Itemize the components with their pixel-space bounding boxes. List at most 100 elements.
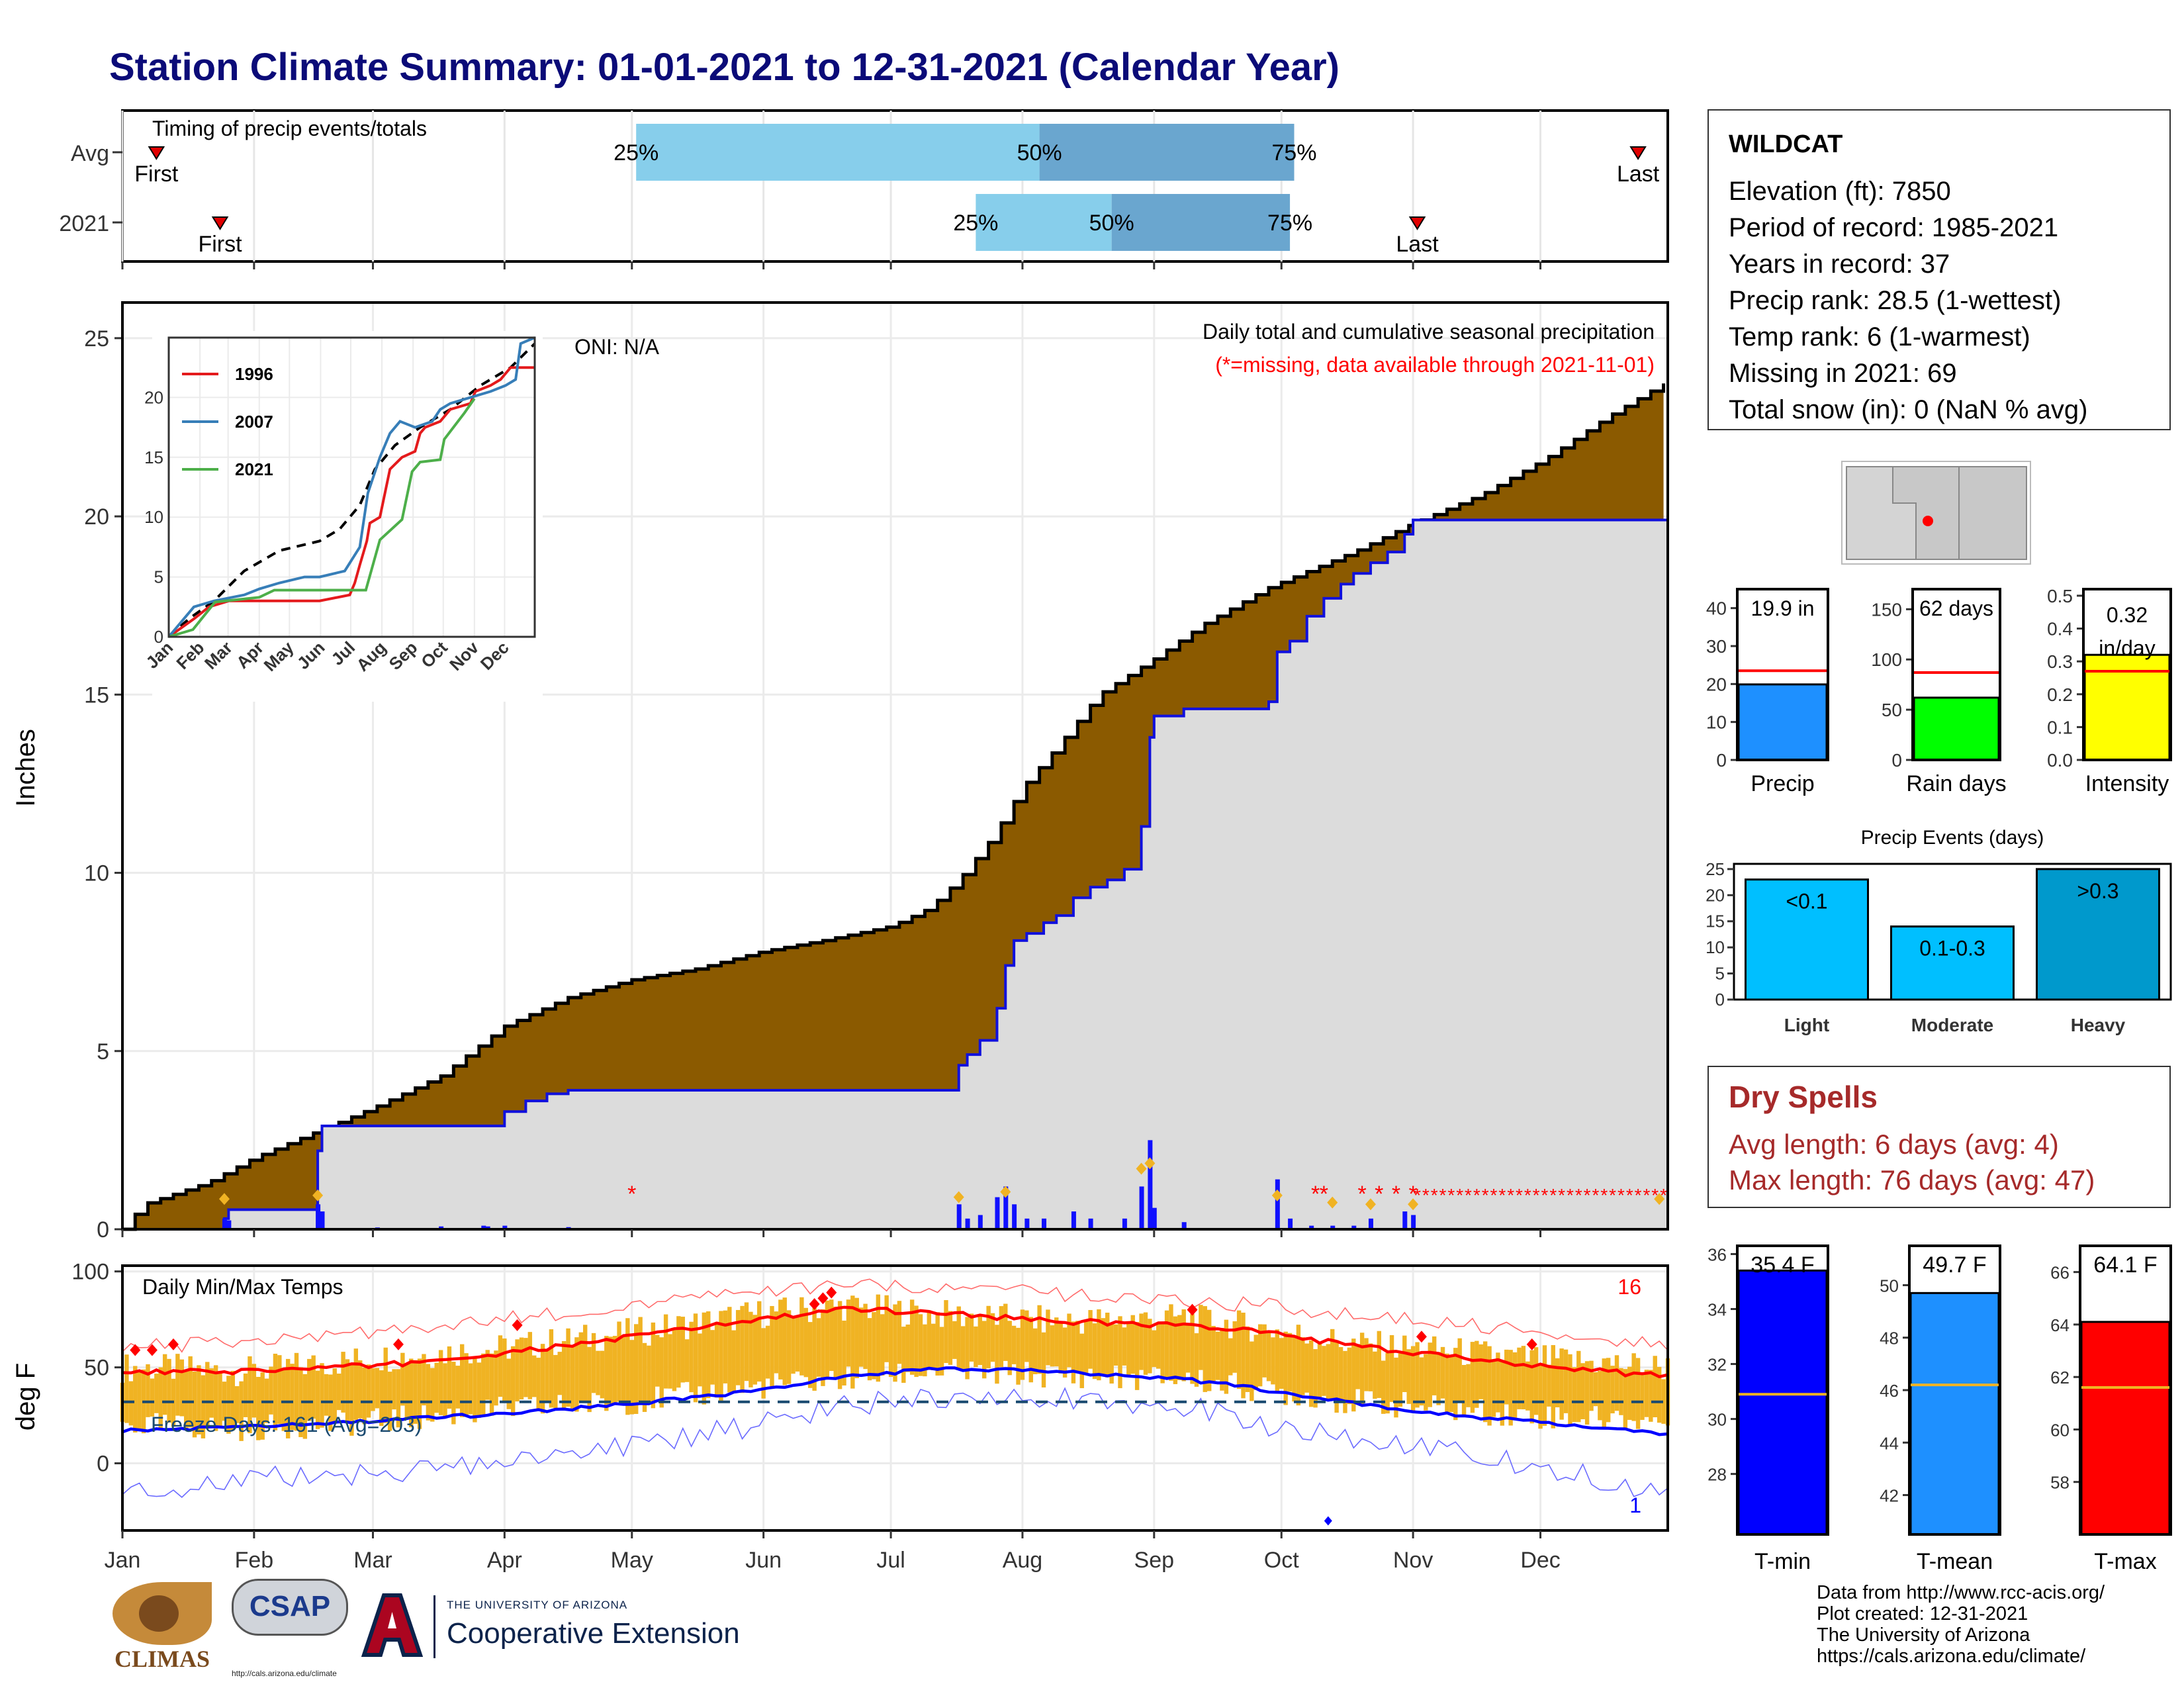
- rain-days-y-tick-label: 50: [1882, 700, 1902, 720]
- daily-temp-bar: [1181, 1309, 1186, 1382]
- rain-days-y-tick-label: 150: [1871, 599, 1902, 620]
- daily-temp-bar: [1635, 1358, 1641, 1429]
- missing-day-marker: *: [1567, 1185, 1574, 1205]
- daily-temp-bar: [778, 1299, 783, 1380]
- daily-temp-bar: [600, 1350, 605, 1399]
- daily-temp-bar: [1032, 1328, 1038, 1374]
- daily-temp-bar: [1071, 1321, 1076, 1383]
- daily-temp-bar: [1109, 1323, 1114, 1384]
- events-bar-heavy: [2036, 868, 2160, 1001]
- missing-day-marker: *: [1358, 1182, 1367, 1207]
- daily-temp-bar: [1377, 1331, 1381, 1398]
- daily-temp-bar: [591, 1333, 596, 1393]
- rain-days-y-tick-label: 0: [1891, 750, 1902, 771]
- daily-temp-bar: [124, 1354, 129, 1423]
- daily-temp-bar: [825, 1300, 830, 1379]
- daily-temp-bar: [1257, 1324, 1263, 1387]
- dry-spells-box: Dry Spells Avg length: 6 days (avg: 4) M…: [1707, 1066, 2171, 1208]
- record-high-marker: [167, 1338, 179, 1350]
- daily-temp-bar: [629, 1340, 634, 1415]
- daily-temp-bar: [396, 1369, 401, 1428]
- station-temp-rank: Temp rank: 6 (1-warmest): [1729, 322, 2030, 352]
- daily-temp-bar: [1589, 1360, 1594, 1411]
- daily-temp-bar: [1322, 1346, 1326, 1396]
- missing-day-marker: *: [1320, 1182, 1328, 1207]
- temp-y-axis-label: deg F: [11, 1363, 40, 1430]
- daily-temp-bar: [167, 1358, 171, 1423]
- daily-temp-bar: [443, 1363, 447, 1417]
- tmax-y-tick-label: 58: [2050, 1473, 2070, 1493]
- daily-temp-bar: [375, 1368, 380, 1409]
- daily-temp-bar: [256, 1377, 261, 1440]
- daily-temp-bar: [515, 1339, 520, 1402]
- daily-temp-bar: [371, 1368, 375, 1411]
- daily-temp-bar: [1088, 1310, 1093, 1369]
- daily-temp-bar: [604, 1336, 609, 1411]
- tmin-y-tick-label: 34: [1707, 1300, 1727, 1320]
- missing-day-marker: *: [1408, 1182, 1417, 1207]
- daily-temp-bar: [633, 1324, 639, 1414]
- ua-extension-label: Cooperative Extension: [447, 1617, 740, 1650]
- record-high-marker: [130, 1344, 141, 1356]
- daily-temp-bar: [757, 1301, 762, 1382]
- daily-temp-bar: [510, 1346, 516, 1417]
- daily-precip-bar: [1122, 1218, 1127, 1229]
- daily-temp-bar: [549, 1329, 554, 1408]
- record-high-marker: [146, 1344, 158, 1356]
- daily-temp-bar: [1228, 1338, 1233, 1376]
- timing-bar-50-75: [1039, 124, 1295, 181]
- orange-event-marker: [1654, 1193, 1665, 1205]
- daily-temp-bar: [1313, 1349, 1318, 1408]
- missing-day-marker: *: [1456, 1185, 1463, 1205]
- daily-temp-bar: [1330, 1329, 1335, 1399]
- station-location-marker: [1923, 516, 1933, 526]
- daily-temp-bar: [566, 1328, 570, 1407]
- daily-temp-bar: [1139, 1313, 1144, 1370]
- daily-temp-bar: [850, 1295, 855, 1389]
- daily-temp-bar: [1037, 1305, 1042, 1374]
- missing-day-marker: *: [1414, 1185, 1421, 1205]
- daily-temp-bar: [519, 1337, 524, 1400]
- daily-temp-bar: [1079, 1333, 1084, 1389]
- daily-temp-bar: [574, 1337, 579, 1412]
- daily-temp-bar: [1211, 1326, 1216, 1382]
- tmean-x-label: T-mean: [1917, 1549, 1993, 1574]
- orange-event-marker: [1136, 1162, 1147, 1175]
- daily-temp-bar: [1134, 1322, 1140, 1390]
- daily-temp-bar: [1542, 1345, 1547, 1426]
- ua-block-a-icon: [361, 1593, 424, 1657]
- orange-event-marker: [1365, 1198, 1376, 1211]
- events-y-tick-label: 15: [1706, 912, 1725, 931]
- missing-day-marker: *: [1549, 1185, 1557, 1205]
- daily-temp-bar: [986, 1305, 991, 1368]
- daily-temp-bar: [1118, 1316, 1122, 1389]
- daily-temp-bar: [702, 1312, 707, 1405]
- record-high-marker: [1526, 1338, 1537, 1350]
- daily-temp-bar: [735, 1309, 741, 1385]
- daily-temp-bar: [302, 1374, 308, 1439]
- daily-temp-bar: [1105, 1312, 1110, 1378]
- tmax-y-tick-label: 66: [2050, 1263, 2070, 1283]
- temp-y-tick-label: 0: [97, 1452, 109, 1477]
- tmean-y-tick-label: 44: [1880, 1433, 1899, 1453]
- record-low-marker: [1324, 1516, 1332, 1526]
- month-tick-label: Nov: [1393, 1548, 1433, 1573]
- month-tick-label: Aug: [1003, 1548, 1043, 1573]
- precip-title: Daily total and cumulative seasonal prec…: [1203, 320, 1655, 344]
- daily-temp-bar: [1457, 1338, 1462, 1402]
- daily-temp-bar: [1194, 1333, 1199, 1387]
- daily-temp-bar: [812, 1308, 817, 1391]
- missing-day-marker: *: [1392, 1182, 1400, 1207]
- daily-temp-bar: [1551, 1344, 1555, 1429]
- ua-cooperative-extension-logo: THE UNIVERSITY OF ARIZONA Cooperative Ex…: [361, 1592, 740, 1665]
- daily-temp-bar: [1300, 1337, 1305, 1395]
- daily-temp-bar: [731, 1330, 736, 1392]
- record-high-marker: [392, 1338, 404, 1350]
- daily-temp-bar: [1517, 1347, 1522, 1409]
- timing-last-label: Last: [1396, 232, 1439, 257]
- daily-temp-bar: [561, 1340, 567, 1411]
- temp-record-low-count: 1: [1629, 1493, 1641, 1517]
- temp-y-tick-label: 50: [84, 1356, 109, 1381]
- station-info-box: WILDCAT Elevation (ft): 7850 Period of r…: [1707, 109, 2171, 430]
- daily-temp-bar: [184, 1371, 189, 1430]
